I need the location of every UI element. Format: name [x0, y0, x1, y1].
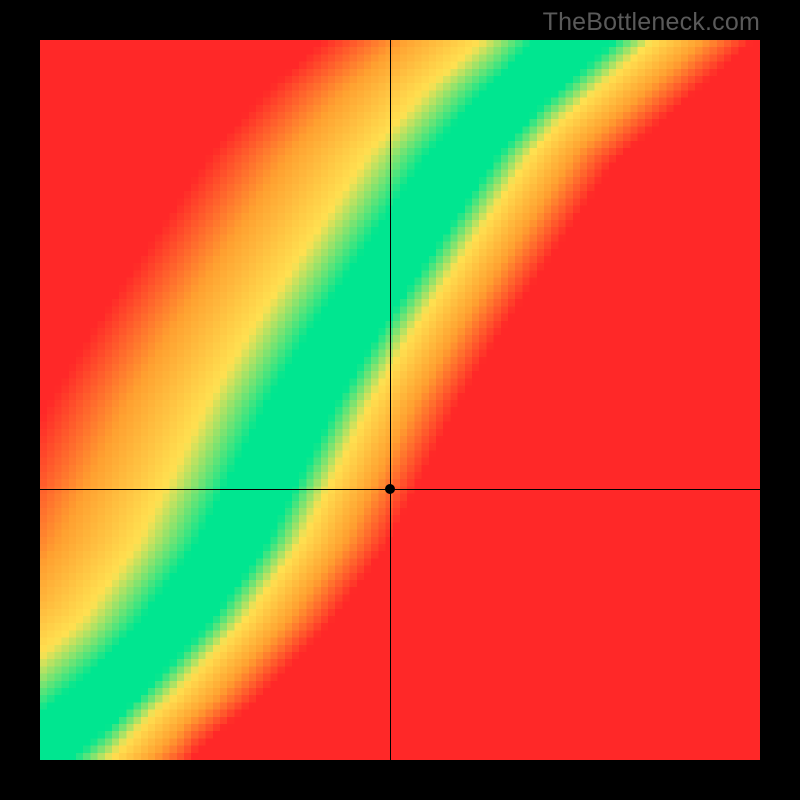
watermark-text: TheBottleneck.com [543, 8, 760, 37]
heatmap-canvas [40, 40, 760, 760]
crosshair-vertical [390, 40, 391, 760]
crosshair-point-icon [385, 484, 395, 494]
crosshair-horizontal [40, 489, 760, 490]
chart-container: TheBottleneck.com [0, 0, 800, 800]
heatmap-plot [40, 40, 760, 760]
